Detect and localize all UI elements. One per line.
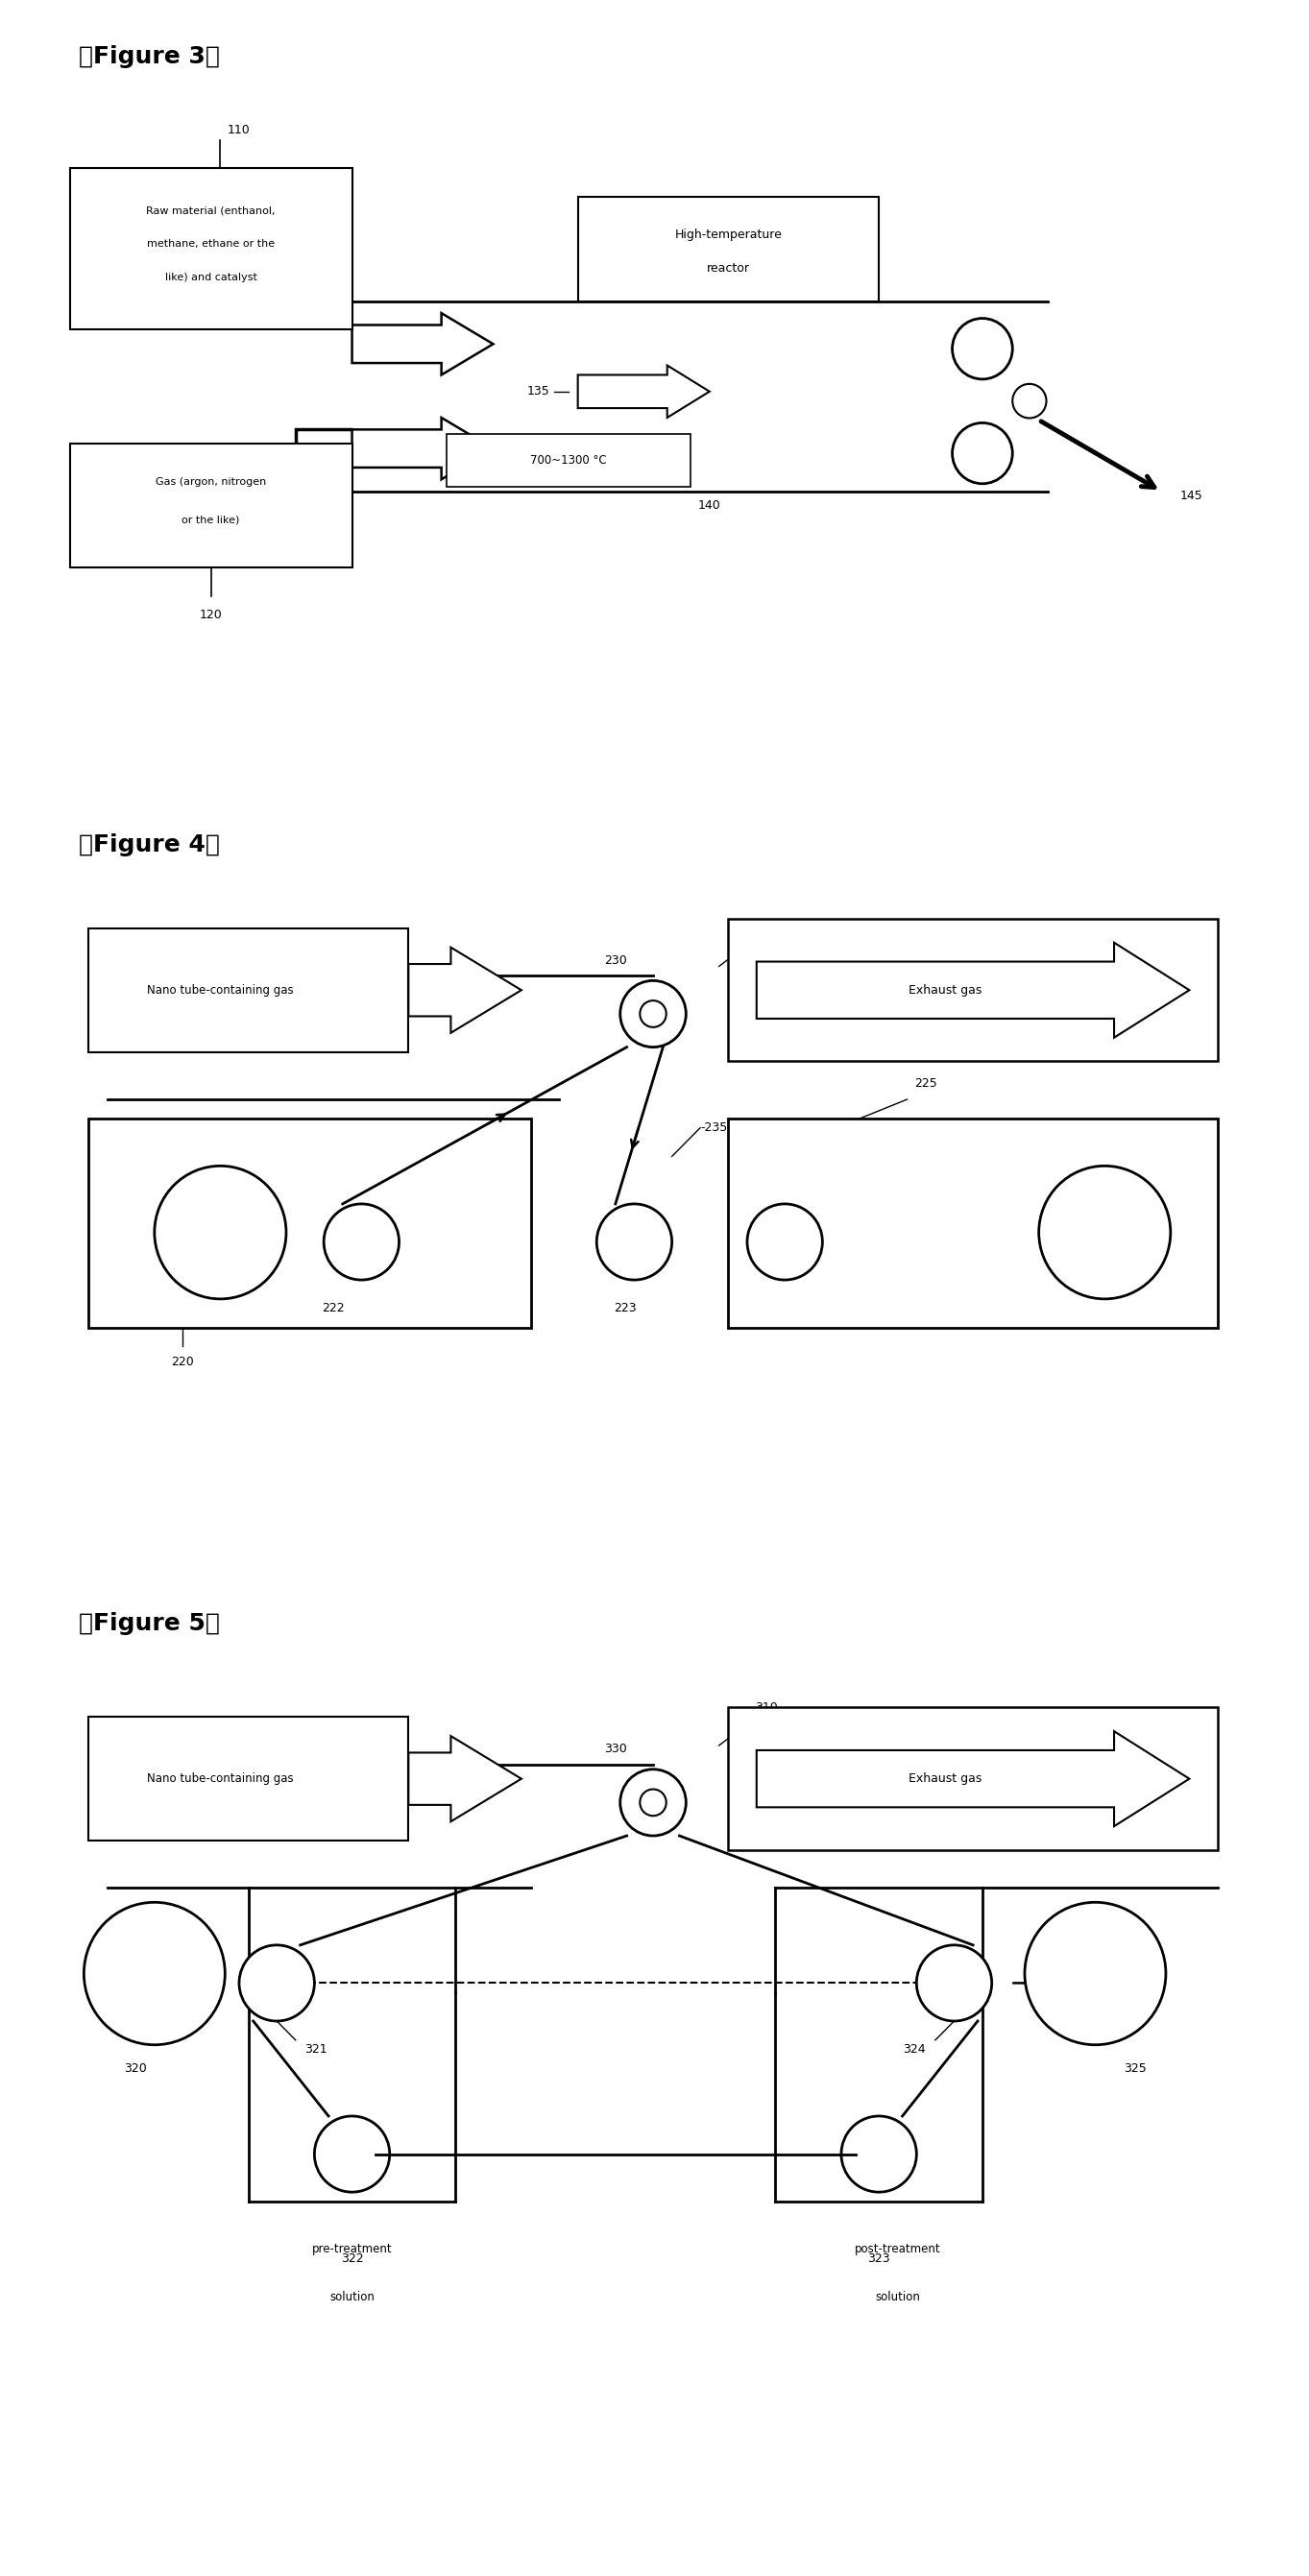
- Text: Exhaust gas: Exhaust gas: [908, 1772, 982, 1785]
- Bar: [728, 1708, 1217, 1850]
- Text: 220: 220: [171, 1355, 194, 1368]
- Bar: [446, 435, 691, 487]
- Circle shape: [154, 1167, 287, 1298]
- Bar: [577, 196, 878, 301]
- Circle shape: [240, 1945, 314, 2022]
- Text: 320: 320: [124, 2063, 147, 2074]
- Text: 225: 225: [915, 1077, 937, 1090]
- Text: 324: 324: [903, 2043, 925, 2056]
- Text: 322: 322: [340, 2251, 364, 2264]
- Text: 135: 135: [526, 386, 550, 397]
- Text: or the like): or the like): [182, 515, 240, 526]
- Circle shape: [842, 2115, 916, 2192]
- Text: 140: 140: [698, 500, 721, 513]
- Bar: [69, 443, 352, 567]
- Text: Raw material (enthanol,: Raw material (enthanol,: [147, 206, 275, 216]
- Polygon shape: [757, 1731, 1190, 1826]
- Bar: [69, 167, 352, 330]
- Text: methane, ethane or the: methane, ethane or the: [147, 240, 275, 250]
- Text: pre-treatment: pre-treatment: [312, 2244, 393, 2257]
- Text: 222: 222: [322, 1303, 344, 1314]
- Text: 120: 120: [199, 608, 223, 621]
- Bar: [728, 1118, 1217, 1327]
- Polygon shape: [352, 417, 493, 479]
- Text: 323: 323: [868, 2251, 890, 2264]
- Text: Nano tube-containing gas: Nano tube-containing gas: [147, 984, 293, 997]
- Polygon shape: [408, 948, 521, 1033]
- Text: post-treatment: post-treatment: [855, 2244, 941, 2257]
- Bar: [89, 927, 408, 1051]
- Text: 【Figure 4】: 【Figure 4】: [80, 835, 220, 855]
- Text: 【Figure 3】: 【Figure 3】: [80, 44, 220, 67]
- Text: Nano tube-containing gas: Nano tube-containing gas: [147, 1772, 293, 1785]
- Text: 110: 110: [228, 124, 250, 137]
- Bar: [728, 920, 1217, 1061]
- Text: 210: 210: [754, 922, 778, 935]
- Text: 330: 330: [603, 1741, 627, 1754]
- Text: 321: 321: [305, 2043, 327, 2056]
- Circle shape: [620, 981, 686, 1046]
- Circle shape: [84, 1901, 225, 2045]
- Text: Gas (argon, nitrogen: Gas (argon, nitrogen: [156, 477, 266, 487]
- Polygon shape: [757, 943, 1190, 1038]
- Text: High-temperature: High-temperature: [674, 229, 781, 242]
- Circle shape: [952, 319, 1012, 379]
- Text: 230: 230: [603, 953, 627, 966]
- Circle shape: [314, 2115, 390, 2192]
- Text: 130: 130: [246, 500, 270, 513]
- Text: Exhaust gas: Exhaust gas: [908, 984, 982, 997]
- Text: 145: 145: [1179, 489, 1203, 502]
- Circle shape: [1012, 384, 1046, 417]
- Circle shape: [916, 1945, 992, 2022]
- Circle shape: [1039, 1167, 1170, 1298]
- Text: -235: -235: [700, 1121, 728, 1133]
- Circle shape: [1025, 1901, 1166, 2045]
- Text: like) and catalyst: like) and catalyst: [165, 273, 257, 283]
- Circle shape: [640, 1790, 666, 1816]
- Text: 325: 325: [1123, 2063, 1147, 2074]
- Text: 【Figure 5】: 【Figure 5】: [80, 1613, 220, 1636]
- Circle shape: [747, 1203, 822, 1280]
- Text: solution: solution: [876, 2290, 920, 2303]
- Polygon shape: [577, 366, 709, 417]
- Text: 223: 223: [614, 1303, 636, 1314]
- Circle shape: [323, 1203, 399, 1280]
- Text: 310: 310: [754, 1700, 778, 1713]
- Text: solution: solution: [330, 2290, 374, 2303]
- Circle shape: [620, 1770, 686, 1837]
- Text: reactor: reactor: [707, 263, 750, 273]
- Bar: [89, 1718, 408, 1839]
- Text: 700~1300 °C: 700~1300 °C: [530, 453, 606, 466]
- Polygon shape: [408, 1736, 521, 1821]
- Bar: [89, 1118, 530, 1327]
- Circle shape: [952, 422, 1012, 484]
- Circle shape: [597, 1203, 672, 1280]
- Polygon shape: [352, 314, 493, 376]
- Circle shape: [640, 999, 666, 1028]
